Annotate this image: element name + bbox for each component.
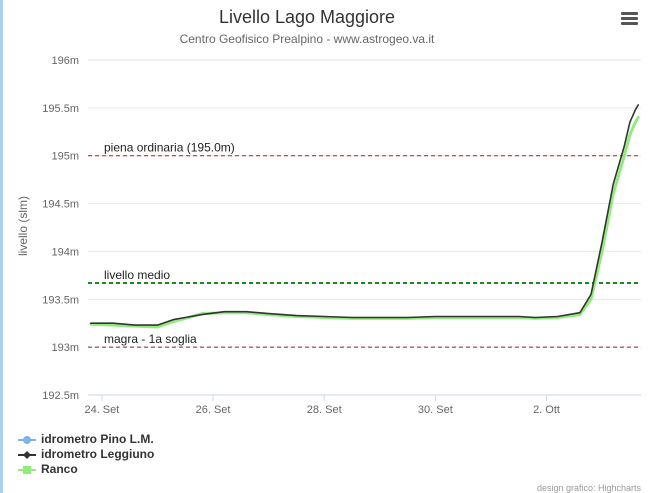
y-tick-label: 195m xyxy=(51,151,79,163)
y-tick-label: 194m xyxy=(51,246,79,258)
circle-marker-icon xyxy=(18,435,36,444)
y-tick-label: 192.5m xyxy=(42,390,79,402)
plot-band-label: magra - 1a soglia xyxy=(104,332,197,346)
y-tick-label: 193m xyxy=(51,342,79,354)
x-tick-label: 28. Set xyxy=(307,404,342,416)
legend-label: idrometro Leggiuno xyxy=(41,447,155,461)
y-axis-ticks: 192.5m 193m 193.5m 194m 194.5m 195m 195.5m 196m xyxy=(42,55,79,402)
legend: idrometro Pino L.M. idrometro Leggiuno R… xyxy=(18,432,154,477)
chart-credits[interactable]: design grafico: Highcharts xyxy=(537,483,642,493)
chart-title: Livello Lago Maggiore xyxy=(219,7,395,27)
x-axis-ticks: 24. Set 26. Set 28. Set 30. Set 2. Ott xyxy=(84,394,641,416)
legend-label: idrometro Pino L.M. xyxy=(41,432,154,446)
series-line-ranco[interactable] xyxy=(89,115,640,329)
x-tick-label: 24. Set xyxy=(84,404,119,416)
plot-band-label: livello medio xyxy=(104,268,170,282)
series-line-leggiuno[interactable] xyxy=(90,104,639,326)
legend-item-leggiuno[interactable]: idrometro Leggiuno xyxy=(18,447,154,462)
y-tick-label: 193.5m xyxy=(42,294,79,306)
chart-subtitle: Centro Geofisico Prealpino - www.astroge… xyxy=(180,32,435,46)
x-tick-label: 30. Set xyxy=(418,404,453,416)
x-tick-label: 2. Ott xyxy=(533,404,560,416)
x-tick-label: 26. Set xyxy=(196,404,231,416)
plot-band-label: piena ordinaria (195.0m) xyxy=(104,141,235,155)
y-tick-label: 195.5m xyxy=(42,103,79,115)
y-tick-label: 194.5m xyxy=(42,199,79,211)
legend-item-pino[interactable]: idrometro Pino L.M. xyxy=(18,432,154,447)
legend-label: Ranco xyxy=(41,462,78,476)
series-lines xyxy=(89,104,640,329)
diamond-marker-icon xyxy=(18,450,36,459)
left-edge-rule xyxy=(0,0,3,493)
hamburger-menu-icon[interactable] xyxy=(618,10,642,30)
y-axis-label: livello (slm) xyxy=(16,196,30,256)
square-marker-icon xyxy=(18,465,36,474)
y-tick-label: 196m xyxy=(51,55,79,67)
legend-item-ranco[interactable]: Ranco xyxy=(18,462,154,477)
plot-bands: piena ordinaria (195.0m) livello medio mag… xyxy=(88,141,641,348)
